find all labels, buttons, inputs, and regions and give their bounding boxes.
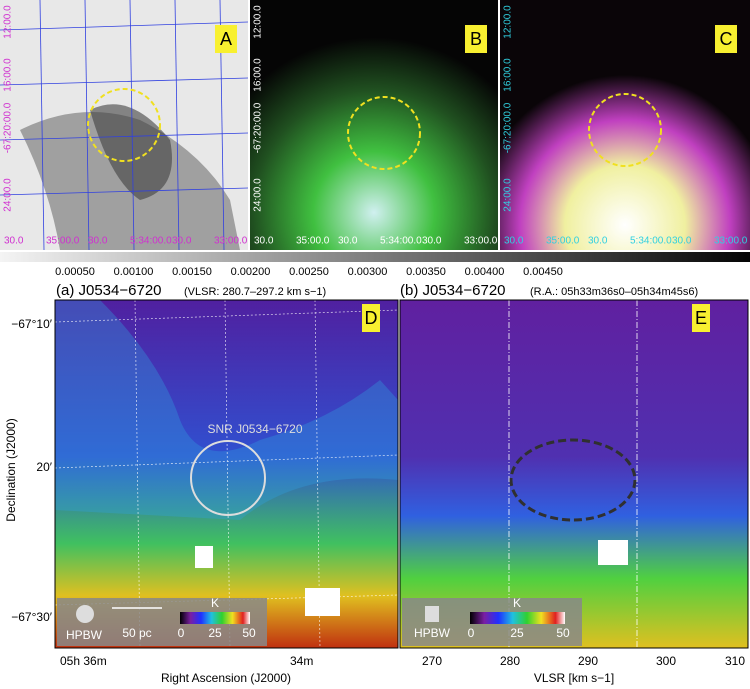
dec-label: 16:00.0	[503, 58, 514, 92]
panel-e-frame	[399, 299, 749, 649]
cbar-tick: 50	[556, 626, 570, 640]
ra-label: 5:34:00.0	[130, 236, 172, 247]
panel-subtitle: (R.A.: 05h33m36s0–05h34m45s6)	[530, 286, 698, 298]
ra-label: 30.0	[588, 236, 608, 247]
ra-label: 33:00.0	[714, 236, 748, 247]
panel-label: A	[220, 29, 232, 49]
inset-colorbar	[180, 612, 250, 624]
panel-d-image	[55, 300, 398, 648]
dec-label: -67:20:00.0	[3, 102, 14, 153]
colorbar-tick-label: 0.00200	[231, 266, 271, 278]
panel-a-nebula	[90, 104, 172, 200]
colorbar-tick-label: 0.00450	[523, 266, 563, 278]
dec-label: -67:20:00.0	[503, 102, 514, 153]
ra-label: 30.0	[504, 236, 524, 247]
panel-label: C	[720, 29, 733, 49]
scale-label: 50 pc	[122, 626, 151, 640]
ra-label: 5:34:00.0	[630, 236, 672, 247]
snr-circles	[87, 88, 662, 170]
dec-label: 12:00.0	[3, 5, 14, 39]
y-tick-label: −67°30′	[11, 610, 53, 624]
x-axis-label: Right Ascension (J2000)	[161, 671, 291, 685]
x-tick-label: 290	[578, 654, 598, 668]
x-tick-label: 310	[725, 654, 745, 668]
ra-label: 35:00.0	[296, 236, 330, 247]
cbar-tick: 0	[468, 626, 475, 640]
panel-label: B	[470, 29, 482, 49]
colorbar-tick-label: 0.00300	[348, 266, 388, 278]
x-tick-label: 300	[656, 654, 676, 668]
ra-label: 35:00.0	[46, 236, 80, 247]
velocity-range-lines	[508, 300, 638, 648]
ra-label: 30.0	[338, 236, 358, 247]
x-axis-label: VLSR [km s−1]	[534, 671, 614, 685]
y-tick-label: 20′	[36, 460, 52, 474]
panel-e-peak	[598, 540, 628, 565]
dec-label: 16:00.0	[253, 58, 264, 92]
ra-label: 30.0	[254, 236, 274, 247]
panel-title: (b) J0534−6720	[400, 282, 506, 299]
ra-label: 30.0	[422, 236, 442, 247]
label-box	[362, 304, 380, 332]
ra-label: 33:00.0	[464, 236, 498, 247]
ra-label: 30.0	[672, 236, 692, 247]
cbar-tick: 25	[208, 626, 222, 640]
colorbar-tick-label: 0.00150	[172, 266, 212, 278]
x-tick-label: 34m	[290, 654, 313, 668]
panel-b-image	[250, 0, 498, 250]
panel-d-peak	[305, 588, 340, 616]
panel-d-peak	[195, 546, 213, 568]
ra-label: 5:34:00.0	[380, 236, 422, 247]
dec-label: 12:00.0	[253, 5, 264, 39]
panel-label: D	[365, 308, 378, 328]
beam-label: HPBW	[66, 628, 103, 642]
x-tick-label: 270	[422, 654, 442, 668]
panel-c-image	[500, 0, 750, 250]
beam	[76, 605, 94, 623]
beam	[425, 606, 439, 622]
label-box	[715, 25, 737, 53]
cbar-tick: 50	[242, 626, 256, 640]
snr-ellipse	[509, 438, 637, 522]
panel-title: (a) J0534−6720	[56, 282, 162, 299]
x-tick-label: 05h 36m	[60, 654, 107, 668]
dec-label: 16:00.0	[3, 58, 14, 92]
y-tick-label: −67°10′	[11, 317, 53, 331]
dec-label: 24:00.0	[3, 178, 14, 212]
panel-d-frame	[54, 299, 399, 649]
dec-label: 24:00.0	[253, 178, 264, 212]
snr-circle	[190, 440, 266, 516]
x-tick-label: 280	[500, 654, 520, 668]
dec-label: 24:00.0	[503, 178, 514, 212]
ra-label: 30.0	[172, 236, 192, 247]
colorbar-tick-label: 0.00250	[289, 266, 329, 278]
inset-colorbar	[470, 612, 565, 624]
ra-label: 33:00.0	[214, 236, 248, 247]
cbar-tick: 25	[510, 626, 524, 640]
colorbar-tick-label: 0.00100	[114, 266, 154, 278]
panel-label: E	[695, 308, 707, 328]
cbar-unit: K	[513, 596, 521, 610]
dec-label: -67:20:00.0	[253, 102, 264, 153]
annotation: SNR J0534−6720	[207, 422, 302, 436]
dec-label: 12:00.0	[503, 5, 514, 39]
beam-label: HPBW	[414, 626, 451, 640]
ra-label: 35:00.0	[546, 236, 580, 247]
colorbar-tick-label: 0.00350	[406, 266, 446, 278]
y-axis-label: Declination (J2000)	[4, 418, 18, 521]
cbar-unit: K	[211, 596, 219, 610]
colorbar	[0, 252, 750, 262]
colorbar-tick-label: 0.00400	[465, 266, 505, 278]
panel-e-image	[400, 300, 748, 648]
colorbar-tick-label: 0.00050	[55, 266, 95, 278]
cbar-tick: 0	[178, 626, 185, 640]
ra-label: 30.0	[4, 236, 24, 247]
label-box	[465, 25, 487, 53]
ra-label: 30.0	[88, 236, 108, 247]
label-box	[215, 25, 237, 53]
panel-subtitle: (VLSR: 280.7–297.2 km s−1)	[184, 286, 326, 298]
label-box	[692, 304, 710, 332]
